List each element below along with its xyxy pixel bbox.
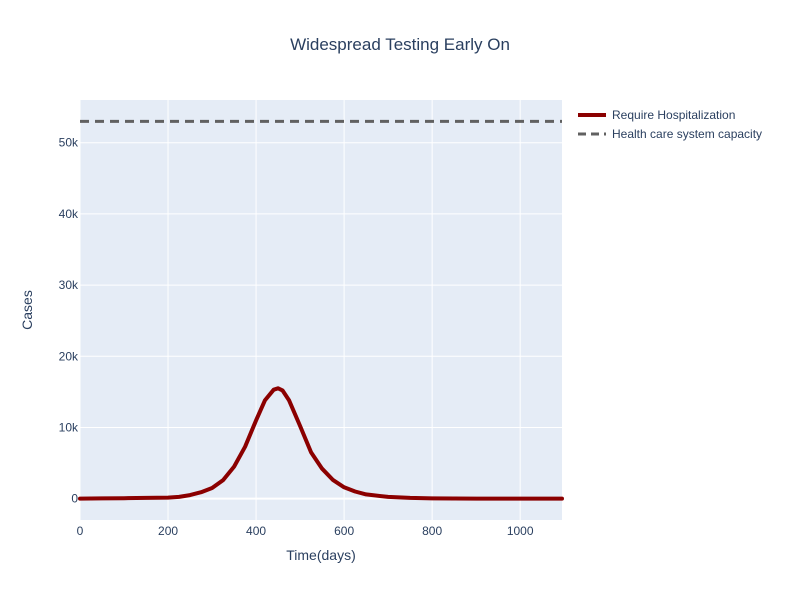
y-tick-label: 0 (71, 492, 78, 506)
chart-title: Widespread Testing Early On (290, 35, 510, 54)
y-tick-label: 40k (59, 207, 79, 221)
y-tick-label: 10k (59, 420, 79, 434)
legend: Require Hospitalization Health care syste… (578, 108, 762, 141)
legend-label: Health care system capacity (612, 127, 762, 141)
x-tick-label: 200 (158, 524, 178, 538)
y-tick-label: 50k (59, 136, 79, 150)
x-tick-label: 800 (422, 524, 442, 538)
x-axis-ticks: 0 200 400 600 800 1000 (77, 524, 534, 538)
x-tick-label: 600 (334, 524, 354, 538)
x-axis-title: Time(days) (286, 547, 356, 563)
x-tick-label: 0 (77, 524, 84, 538)
series-layer (78, 119, 564, 501)
y-axis-title: Cases (19, 290, 35, 330)
legend-label: Require Hospitalization (612, 108, 735, 122)
plot-background (80, 100, 562, 520)
x-tick-label: 1000 (507, 524, 534, 538)
y-tick-label: 20k (59, 349, 79, 363)
y-axis-ticks: 0 10k 20k 30k 40k 50k (59, 136, 79, 506)
series-line-require-hospitalization (78, 386, 564, 501)
y-tick-label: 30k (59, 278, 79, 292)
x-tick-label: 400 (246, 524, 266, 538)
